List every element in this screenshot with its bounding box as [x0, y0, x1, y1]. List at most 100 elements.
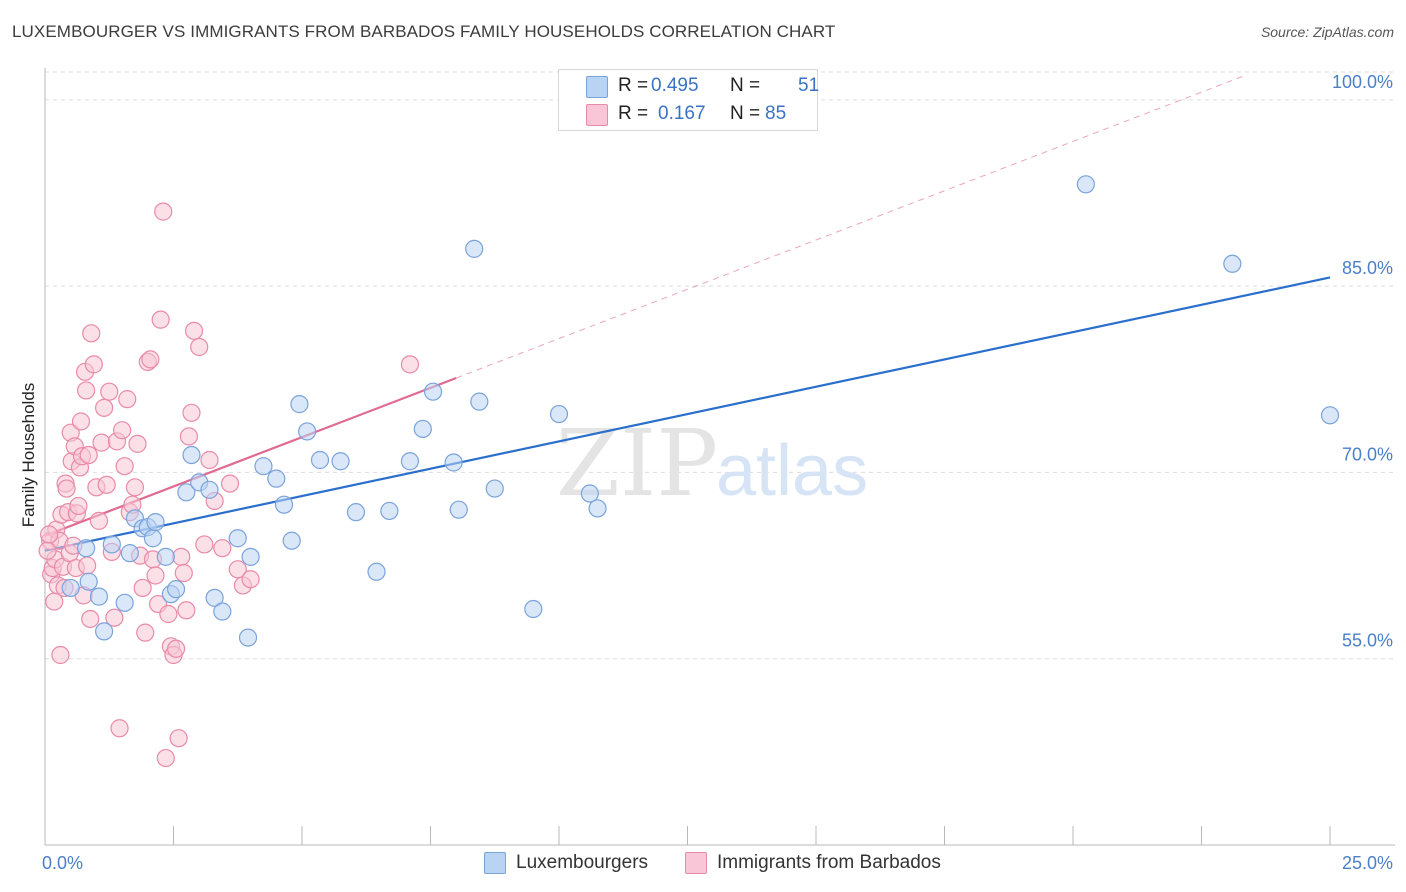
- point-barbados: [112, 421, 132, 440]
- legend-swatch-pink: [586, 104, 608, 126]
- point-barbados: [133, 578, 152, 598]
- point-barbados: [77, 381, 96, 400]
- point-luxembourger: [444, 453, 463, 472]
- point-barbados: [156, 748, 175, 768]
- point-luxembourger: [120, 544, 139, 563]
- point-luxembourger: [449, 500, 468, 519]
- point-luxembourger: [346, 503, 366, 522]
- legend-r-label-2: R =: [618, 103, 649, 124]
- point-luxembourger: [470, 392, 489, 411]
- point-luxembourger: [205, 588, 224, 607]
- bottom-legend-label-2: Immigrants from Barbados: [717, 852, 941, 873]
- trend-line-luxembourgers: [44, 276, 1331, 552]
- point-barbados: [184, 321, 204, 340]
- point-barbados: [118, 390, 137, 409]
- point-luxembourger: [79, 572, 98, 591]
- point-barbados: [51, 645, 70, 665]
- point-luxembourger: [77, 539, 96, 558]
- point-barbados: [182, 403, 201, 422]
- chart-title: LUXEMBOURGER VS IMMIGRANTS FROM BARBADOS…: [12, 22, 836, 41]
- source-label: Source: ZipAtlas.com: [1260, 24, 1394, 40]
- point-barbados: [100, 382, 119, 401]
- point-barbados: [151, 310, 170, 329]
- trend-line-barbados: [44, 377, 457, 537]
- trend-extension-barbados: [456, 74, 1247, 379]
- point-barbados: [71, 412, 91, 431]
- point-barbados: [174, 563, 193, 583]
- trend-lines: [44, 74, 1331, 552]
- point-luxembourger: [400, 452, 420, 471]
- bottom-legend-barbados: Immigrants from Barbados: [685, 852, 941, 874]
- point-barbados: [40, 525, 59, 544]
- point-barbados: [190, 337, 209, 357]
- watermark-atlas: atlas: [716, 431, 868, 511]
- point-luxembourger: [143, 529, 163, 548]
- axes: [44, 68, 1395, 846]
- bottom-legend-swatch-blue: [484, 852, 506, 874]
- point-barbados: [125, 478, 145, 497]
- point-barbados: [84, 355, 103, 374]
- point-luxembourger: [1076, 175, 1095, 194]
- point-luxembourger: [465, 239, 484, 258]
- point-luxembourger: [423, 382, 443, 401]
- point-barbados: [146, 566, 165, 585]
- point-luxembourger: [274, 495, 294, 514]
- point-barbados: [154, 202, 173, 221]
- point-luxembourger: [254, 457, 273, 476]
- point-barbados: [166, 639, 186, 658]
- point-barbados: [179, 427, 199, 446]
- legend-r-value-2: 0.167: [658, 103, 706, 124]
- y-tick-label: 85.0%: [1342, 258, 1393, 278]
- point-luxembourger: [89, 587, 109, 606]
- point-barbados: [177, 601, 196, 620]
- legend-swatch-blue: [586, 76, 608, 98]
- point-barbados: [213, 539, 232, 558]
- point-barbados: [241, 570, 260, 589]
- point-luxembourger: [524, 599, 543, 619]
- point-luxembourger: [238, 628, 258, 647]
- point-luxembourger: [228, 529, 247, 548]
- luxembourger-points: [61, 175, 1340, 647]
- point-barbados: [228, 560, 247, 579]
- point-barbados: [115, 457, 134, 476]
- point-luxembourger: [282, 531, 301, 550]
- point-luxembourger: [166, 580, 186, 599]
- point-barbados: [95, 398, 114, 417]
- bottom-legend-label-1: Luxembourgers: [516, 852, 649, 873]
- point-luxembourger: [413, 419, 432, 439]
- point-luxembourger: [290, 395, 309, 414]
- point-luxembourger: [588, 499, 607, 518]
- point-barbados: [38, 541, 57, 560]
- barbados-points: [38, 202, 420, 768]
- point-barbados: [79, 445, 98, 465]
- point-barbados: [172, 547, 191, 566]
- legend-r-label: R =: [618, 75, 649, 96]
- point-barbados: [200, 450, 219, 470]
- point-barbados: [169, 729, 188, 748]
- point-barbados: [57, 479, 76, 498]
- point-luxembourger: [177, 483, 196, 502]
- y-tick-label: 55.0%: [1342, 631, 1393, 651]
- watermark: ZIP atlas: [556, 410, 868, 517]
- y-tick-label: 100.0%: [1332, 72, 1393, 92]
- point-luxembourger: [115, 593, 134, 612]
- point-barbados: [136, 623, 155, 642]
- point-barbados: [159, 604, 178, 624]
- point-luxembourger: [380, 501, 399, 521]
- point-barbados: [69, 496, 88, 516]
- point-luxembourger: [213, 602, 232, 621]
- point-luxembourger: [241, 547, 260, 566]
- point-luxembourger: [267, 469, 286, 488]
- point-luxembourger: [310, 450, 330, 470]
- point-luxembourger: [580, 484, 599, 503]
- point-barbados: [195, 535, 214, 554]
- point-luxembourger: [331, 452, 350, 471]
- point-luxembourger: [146, 512, 165, 532]
- point-barbados: [141, 350, 160, 369]
- point-barbados: [89, 511, 109, 530]
- point-barbados: [81, 609, 100, 629]
- x-tick-label-max: 25.0%: [1342, 853, 1393, 873]
- legend-n-value-2: 85: [765, 103, 787, 124]
- point-luxembourger: [182, 445, 201, 465]
